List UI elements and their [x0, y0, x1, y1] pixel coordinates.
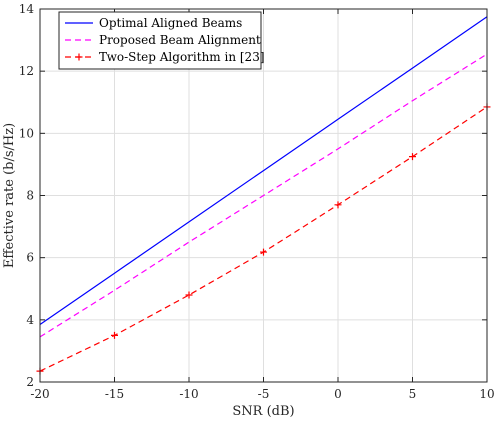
axis-ticks: -20 -15 -10 -5 0 5 10 2 4 6 8 10 12 14 [19, 2, 495, 401]
y-axis-label: Effective rate (b/s/Hz) [2, 123, 17, 268]
series-3-point [185, 291, 193, 299]
y-tick-label: 14 [19, 2, 35, 16]
x-tick-label: 5 [409, 387, 417, 401]
x-axis-label: SNR (dB) [232, 404, 294, 419]
legend-label-1: Optimal Aligned Beams [99, 16, 242, 30]
series-3-point [334, 201, 342, 209]
legend-label-2: Proposed Beam Alignment [99, 33, 261, 47]
series-line-2 [39, 53, 488, 338]
y-tick-label: 12 [19, 64, 34, 78]
series-3-point [409, 153, 416, 161]
legend-box [58, 11, 262, 70]
series-3-point [111, 331, 118, 339]
y-tick-label: 8 [26, 189, 34, 203]
x-tick-label: -5 [258, 387, 270, 401]
legend-marker-3 [75, 53, 83, 61]
series-3-point [260, 248, 267, 256]
legend: Optimal Aligned Beams Proposed Beam Align… [58, 11, 265, 70]
x-tick-label: 0 [334, 387, 342, 401]
x-tick-label: -20 [30, 387, 49, 401]
x-tick-label: -10 [179, 387, 198, 401]
y-tick-label: 10 [19, 126, 34, 140]
x-tick-label: -15 [105, 387, 124, 401]
x-tick-label: 10 [479, 387, 494, 401]
legend-label-3: Two-Step Algorithm in [23] [99, 50, 265, 64]
y-tick-label: 4 [26, 313, 34, 327]
y-tick-label: 2 [26, 375, 34, 389]
series-layer [36, 16, 491, 375]
series-line-1 [39, 16, 488, 325]
y-tick-label: 6 [26, 251, 34, 265]
